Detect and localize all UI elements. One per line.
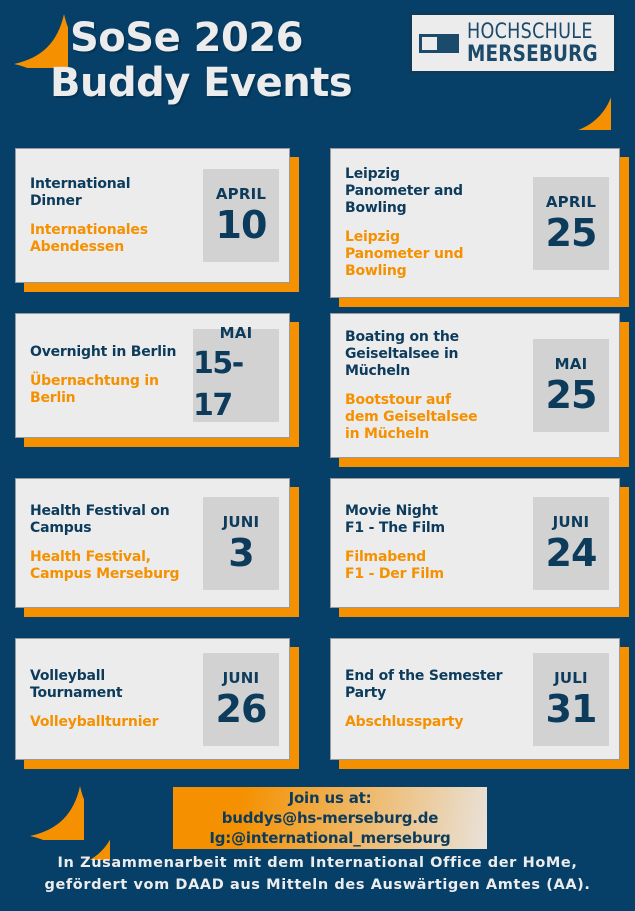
event-month: JULI [554, 668, 588, 687]
event-title-en: Overnight in Berlin [30, 344, 177, 360]
event-month: JUNI [552, 512, 590, 531]
event-card[interactable]: Health Festival on Campus Health Festival,… [15, 478, 299, 617]
event-card-texts: Leipzig Panometer and Bowling Leipzig Panome… [345, 166, 527, 280]
event-title-en: Health Festival on Campus [30, 503, 170, 536]
title-line-2: Buddy Events [50, 60, 353, 106]
event-title-de: Internationales Abendessen [30, 221, 148, 255]
event-title-de: Übernachtung in Berlin [30, 373, 159, 406]
event-date-box: JUNI 24 [533, 496, 609, 590]
event-day: 24 [545, 530, 598, 575]
event-title-en: Boating on the Geiseltalsee in Mücheln [345, 328, 459, 379]
event-card-body: Health Festival on Campus Health Festival,… [15, 478, 290, 608]
contact-box[interactable]: Join us at: buddys@hs-merseburg.de Ig:@i… [173, 787, 487, 849]
event-date-box: APRIL 10 [203, 169, 279, 262]
sparkle-header-right-icon [565, 84, 611, 130]
event-month: JUNI [222, 668, 260, 687]
credit-line-2: gefördert vom DAAD aus Mitteln des Auswä… [44, 877, 591, 893]
event-month: APRIL [215, 185, 267, 203]
event-card-body: Volleyball Tournament Volleyballturnier JUN… [15, 638, 290, 760]
event-title-de: Health Festival, Campus Merseburg [30, 549, 180, 582]
event-day: 15-17 [193, 346, 244, 423]
event-card-texts: Movie Night F1 - The Film Filmabend F1 - De… [345, 503, 527, 583]
event-card-body: Leipzig Panometer and Bowling Leipzig Panome… [330, 148, 620, 298]
event-date-box: MAI 25 [533, 339, 609, 432]
logo-line-2: MERSEBURG [467, 41, 598, 67]
event-card-texts: Volleyball Tournament Volleyballturnier [30, 668, 197, 731]
event-day: 26 [215, 686, 268, 731]
event-month: APRIL [545, 192, 597, 211]
event-day: 31 [545, 686, 598, 731]
event-date-box: APRIL 25 [533, 176, 609, 270]
event-date-box: JUNI 3 [203, 496, 279, 590]
event-date-box: MAI 15-17 [193, 324, 279, 423]
event-month: JUNI [222, 512, 260, 531]
event-title-de: Bootstour auf dem Geiseltalsee in Mücheln [345, 391, 478, 442]
event-card[interactable]: International Dinner Internationales Abende… [15, 148, 299, 292]
event-date-box: JUNI 26 [203, 652, 279, 746]
event-day: 25 [545, 210, 598, 255]
hochschule-merseburg-logo: HOCHSCHULE MERSEBURG [409, 12, 617, 74]
event-card-body: Overnight in Berlin Übernachtung in Berlin… [15, 313, 290, 438]
event-card-body: International Dinner Internationales Abende… [15, 148, 290, 283]
event-title-de: Abschlussparty [345, 713, 464, 730]
logo-line-1: HOCHSCHULE [467, 18, 593, 43]
event-card-body: End of the Semester Party Abschlussparty JU… [330, 638, 620, 760]
poster-header: SoSe 2026 Buddy Events HOCHSCHULE MERSEB… [0, 0, 635, 140]
event-month: MAI [219, 324, 253, 342]
event-day: 10 [215, 203, 268, 247]
event-card[interactable]: End of the Semester Party Abschlussparty JU… [330, 638, 629, 769]
logo-text: HOCHSCHULE MERSEBURG [467, 18, 608, 67]
event-day: 25 [545, 373, 598, 417]
event-card[interactable]: Leipzig Panometer and Bowling Leipzig Panome… [330, 148, 629, 307]
event-card-texts: End of the Semester Party Abschlussparty [345, 668, 527, 731]
event-title-en: Volleyball Tournament [30, 667, 123, 701]
sparkle-footer-large-icon [30, 786, 84, 840]
credit-line-1: In Zusammenarbeit mit dem International … [57, 855, 578, 871]
contact-instagram[interactable]: Ig:@international_merseburg [209, 829, 451, 847]
title-line-1: SoSe 2026 [70, 15, 303, 61]
event-title-en: International Dinner [30, 175, 131, 209]
event-title-en: End of the Semester Party [345, 667, 503, 701]
event-card-texts: Health Festival on Campus Health Festival,… [30, 503, 197, 583]
event-title-de: Filmabend F1 - Der Film [345, 549, 444, 582]
event-title-de: Leipzig Panometer und Bowling [345, 229, 464, 279]
event-card-texts: Overnight in Berlin Übernachtung in Berlin [30, 344, 187, 407]
credit-block: In Zusammenarbeit mit dem International … [0, 852, 635, 896]
event-title-en: Movie Night F1 - The Film [345, 503, 445, 536]
event-title-de: Volleyballturnier [30, 713, 159, 730]
contact-join-label: Join us at: [288, 789, 372, 807]
event-day: 3 [228, 530, 254, 575]
event-card-body: Movie Night F1 - The Film Filmabend F1 - De… [330, 478, 620, 608]
event-card-texts: International Dinner Internationales Abende… [30, 176, 197, 256]
poster-title: SoSe 2026 Buddy Events [50, 15, 470, 106]
logo-rectangle-icon [419, 33, 459, 53]
event-date-box: JULI 31 [533, 652, 609, 746]
event-card-texts: Boating on the Geiseltalsee in Mücheln Boot… [345, 329, 527, 443]
event-month: MAI [554, 355, 588, 373]
event-title-en: Leipzig Panometer and Bowling [345, 166, 463, 216]
event-card[interactable]: Movie Night F1 - The Film Filmabend F1 - De… [330, 478, 629, 617]
contact-email[interactable]: buddys@hs-merseburg.de [221, 809, 439, 827]
event-card[interactable]: Overnight in Berlin Übernachtung in Berlin… [15, 313, 299, 447]
event-card[interactable]: Boating on the Geiseltalsee in Mücheln Boot… [330, 313, 629, 467]
event-card[interactable]: Volleyball Tournament Volleyballturnier JUN… [15, 638, 299, 769]
event-card-body: Boating on the Geiseltalsee in Mücheln Boot… [330, 313, 620, 458]
